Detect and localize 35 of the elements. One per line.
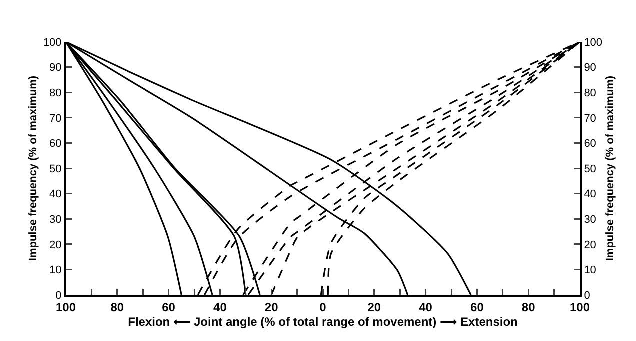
y-tick-label: 50 [50, 163, 62, 176]
x-tick-label: 40 [419, 300, 433, 314]
y-tick-label: 30 [50, 214, 62, 226]
y-tick-label: 10 [50, 264, 62, 277]
y-axis-title: Impulse frequency (% of maximum) [28, 76, 40, 262]
y2-tick-label: 40 [584, 188, 596, 201]
x-tick-label: 0 [320, 300, 327, 314]
y2-tick-label: 50 [584, 163, 596, 176]
y2-tick-label: 80 [584, 87, 596, 100]
y-tick-label: 0 [56, 290, 62, 302]
y2-tick-label: 60 [584, 138, 596, 150]
x-tick-label: 40 [214, 300, 228, 314]
x-tick-label: 60 [470, 300, 484, 314]
x-tick-label: 60 [162, 300, 176, 314]
y-tick-label: 90 [50, 62, 62, 74]
y2-axis-title: Impulse frequency (% of maximum) [604, 76, 616, 262]
x-tick-label: 80 [110, 300, 124, 314]
x-tick-label: 100 [570, 300, 590, 314]
y2-tick-label: 0 [584, 290, 590, 302]
y-tick-label: 80 [50, 87, 62, 100]
y-tick-label: 70 [50, 112, 62, 125]
y2-tick-label: 70 [584, 112, 596, 125]
x-tick-label: 20 [368, 300, 382, 314]
y2-tick-label: 30 [584, 214, 596, 226]
y-tick-label: 40 [50, 188, 62, 201]
x-axis-title: Flexion ⟵ Joint angle (% of total range of movement) ⟶ Extension [128, 314, 518, 329]
x-tick-label: 80 [522, 300, 536, 314]
y2-tick-label: 10 [584, 264, 596, 277]
y2-tick-label: 90 [584, 62, 596, 74]
y2-tick-label: 100 [584, 36, 603, 49]
y-tick-label: 20 [50, 239, 62, 252]
y2-tick-label: 20 [584, 239, 596, 252]
y-tick-label: 60 [50, 138, 62, 150]
x-tick-label: 20 [264, 300, 279, 314]
y-tick-label: 100 [43, 36, 62, 49]
